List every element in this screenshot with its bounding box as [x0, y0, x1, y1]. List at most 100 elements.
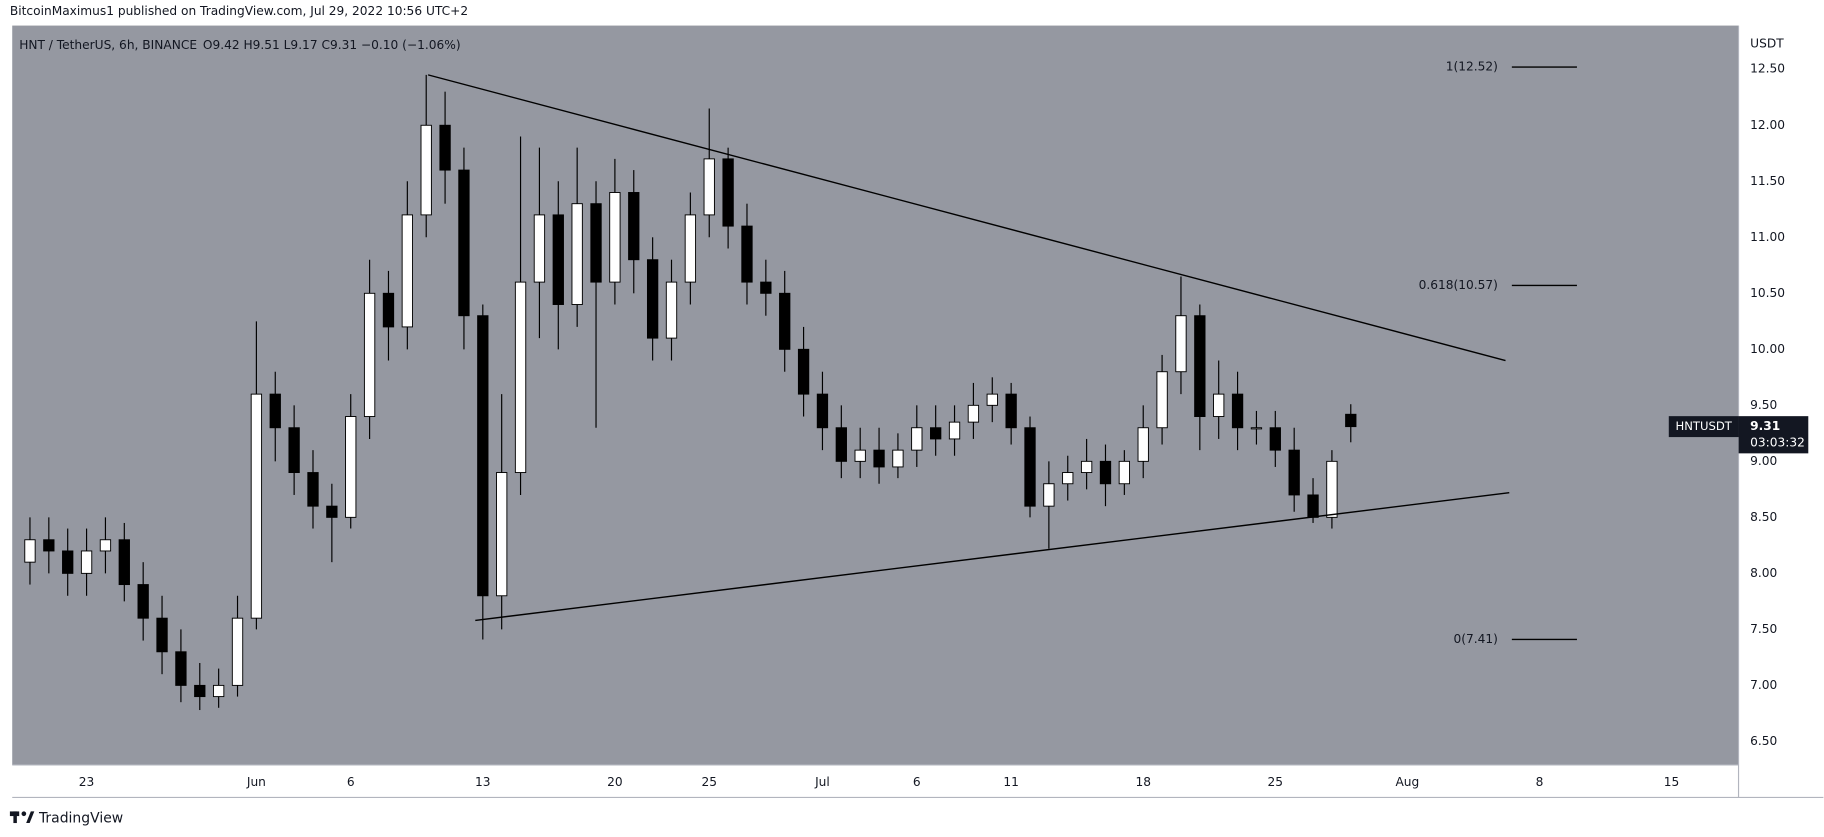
y-tick-label: 12.50 — [1750, 62, 1785, 76]
candle-body — [1194, 315, 1206, 417]
candle-body — [458, 169, 470, 317]
x-tick-label: 15 — [1664, 775, 1680, 789]
candle-body — [1345, 413, 1357, 428]
candle-body — [1156, 371, 1168, 429]
x-tick-label: 18 — [1135, 775, 1151, 789]
y-tick-label: 8.00 — [1750, 566, 1777, 580]
x-tick-label: Jun — [246, 775, 266, 789]
candle-body — [967, 404, 980, 423]
price-tag — [1738, 416, 1809, 454]
brand-logo — [9, 811, 35, 824]
candle-body — [514, 281, 527, 474]
candle-body — [1137, 427, 1149, 462]
candle-body — [552, 214, 564, 305]
x-tick-label: 25 — [701, 775, 717, 789]
x-tick-label: 20 — [607, 775, 623, 789]
y-tick-label: 11.50 — [1750, 174, 1785, 188]
candle-body — [1080, 460, 1093, 474]
candle-body — [1326, 460, 1338, 518]
candle-body — [1099, 460, 1112, 485]
candle-body — [231, 617, 244, 686]
candle-body — [911, 427, 923, 451]
x-tick-label: 6 — [347, 775, 355, 789]
y-tick-label: 7.00 — [1750, 678, 1777, 692]
candle-body — [345, 416, 357, 518]
candle-body — [382, 292, 395, 328]
candle-body — [1288, 449, 1300, 496]
candle-body — [307, 472, 319, 507]
axis-unit: USDT — [1750, 37, 1784, 51]
candle-body — [24, 539, 36, 563]
candle-body — [118, 539, 130, 586]
candle-body — [665, 281, 678, 339]
candle-body — [80, 550, 93, 574]
candle-body — [156, 617, 168, 653]
candle-body — [571, 203, 583, 305]
y-tick-label: 10.00 — [1750, 342, 1785, 356]
candle-body — [496, 472, 508, 597]
x-tick-label: 8 — [1536, 775, 1544, 789]
publisher: BitcoinMaximus1 published on TradingView… — [10, 4, 468, 18]
candle-body — [175, 651, 187, 686]
y-tick-label: 12.00 — [1750, 118, 1785, 132]
candle-body — [835, 427, 847, 462]
candle-body — [212, 684, 225, 698]
x-tick-label: Aug — [1395, 775, 1419, 789]
candle-body — [1024, 427, 1036, 507]
candle-body — [779, 292, 791, 350]
candle-body — [1213, 393, 1225, 417]
candle-body — [948, 421, 961, 440]
x-tick-label: 23 — [79, 775, 95, 789]
trendline — [475, 492, 1510, 622]
candle-body — [646, 259, 659, 339]
x-tick-label: 6 — [913, 775, 921, 789]
candle-body — [797, 348, 810, 395]
y-tick-label: 11.00 — [1750, 230, 1785, 244]
candle-body — [420, 124, 432, 216]
candle-body — [590, 203, 602, 283]
candle-body — [1043, 483, 1055, 507]
brand-name: TradingView — [38, 810, 123, 826]
candle-body — [137, 584, 149, 619]
candle-body — [609, 192, 621, 283]
last-price: 9.31 — [1750, 419, 1780, 433]
candle-body — [477, 315, 489, 597]
candle-body — [363, 292, 376, 417]
y-tick-label: 9.50 — [1750, 398, 1777, 412]
candle-body — [684, 214, 697, 283]
ohlc-legend: O9.42 H9.51 L9.17 C9.31 −0.10 (−1.06%) — [203, 38, 461, 52]
fib-label: 1(12.52) — [1446, 60, 1498, 74]
candle-body — [1250, 427, 1263, 430]
x-tick-label: 13 — [475, 775, 491, 789]
symbol-tag — [1668, 416, 1739, 438]
candle-body — [62, 550, 74, 574]
candle-body — [439, 124, 451, 171]
candle-body — [760, 281, 772, 294]
symbol-label: HNT / TetherUS, 6h, BINANCE — [19, 38, 197, 52]
candle-body — [269, 393, 281, 429]
y-tick-label: 6.50 — [1750, 734, 1777, 748]
candle-body — [1005, 393, 1017, 429]
candle-body — [854, 449, 866, 462]
plot-area — [12, 25, 1739, 765]
candle-body — [892, 449, 904, 468]
candle-body — [722, 158, 734, 227]
candle-body — [986, 393, 998, 406]
candle-body — [43, 539, 55, 552]
candle-body — [628, 192, 640, 261]
trendline — [427, 74, 1506, 362]
candle-body — [816, 393, 829, 429]
candle-body — [401, 214, 413, 328]
y-tick-label: 10.50 — [1750, 286, 1785, 300]
y-tick-label: 7.50 — [1750, 622, 1777, 636]
candle-body — [250, 393, 263, 619]
y-tick-label: 8.50 — [1750, 510, 1777, 524]
x-tick-label: Jul — [814, 775, 830, 789]
candle-body — [930, 427, 942, 440]
candle-body — [741, 225, 753, 283]
countdown: 03:03:32 — [1750, 435, 1805, 449]
candle-body — [1231, 393, 1244, 429]
candle-body — [1307, 494, 1319, 518]
x-tick-label: 11 — [1003, 775, 1019, 789]
